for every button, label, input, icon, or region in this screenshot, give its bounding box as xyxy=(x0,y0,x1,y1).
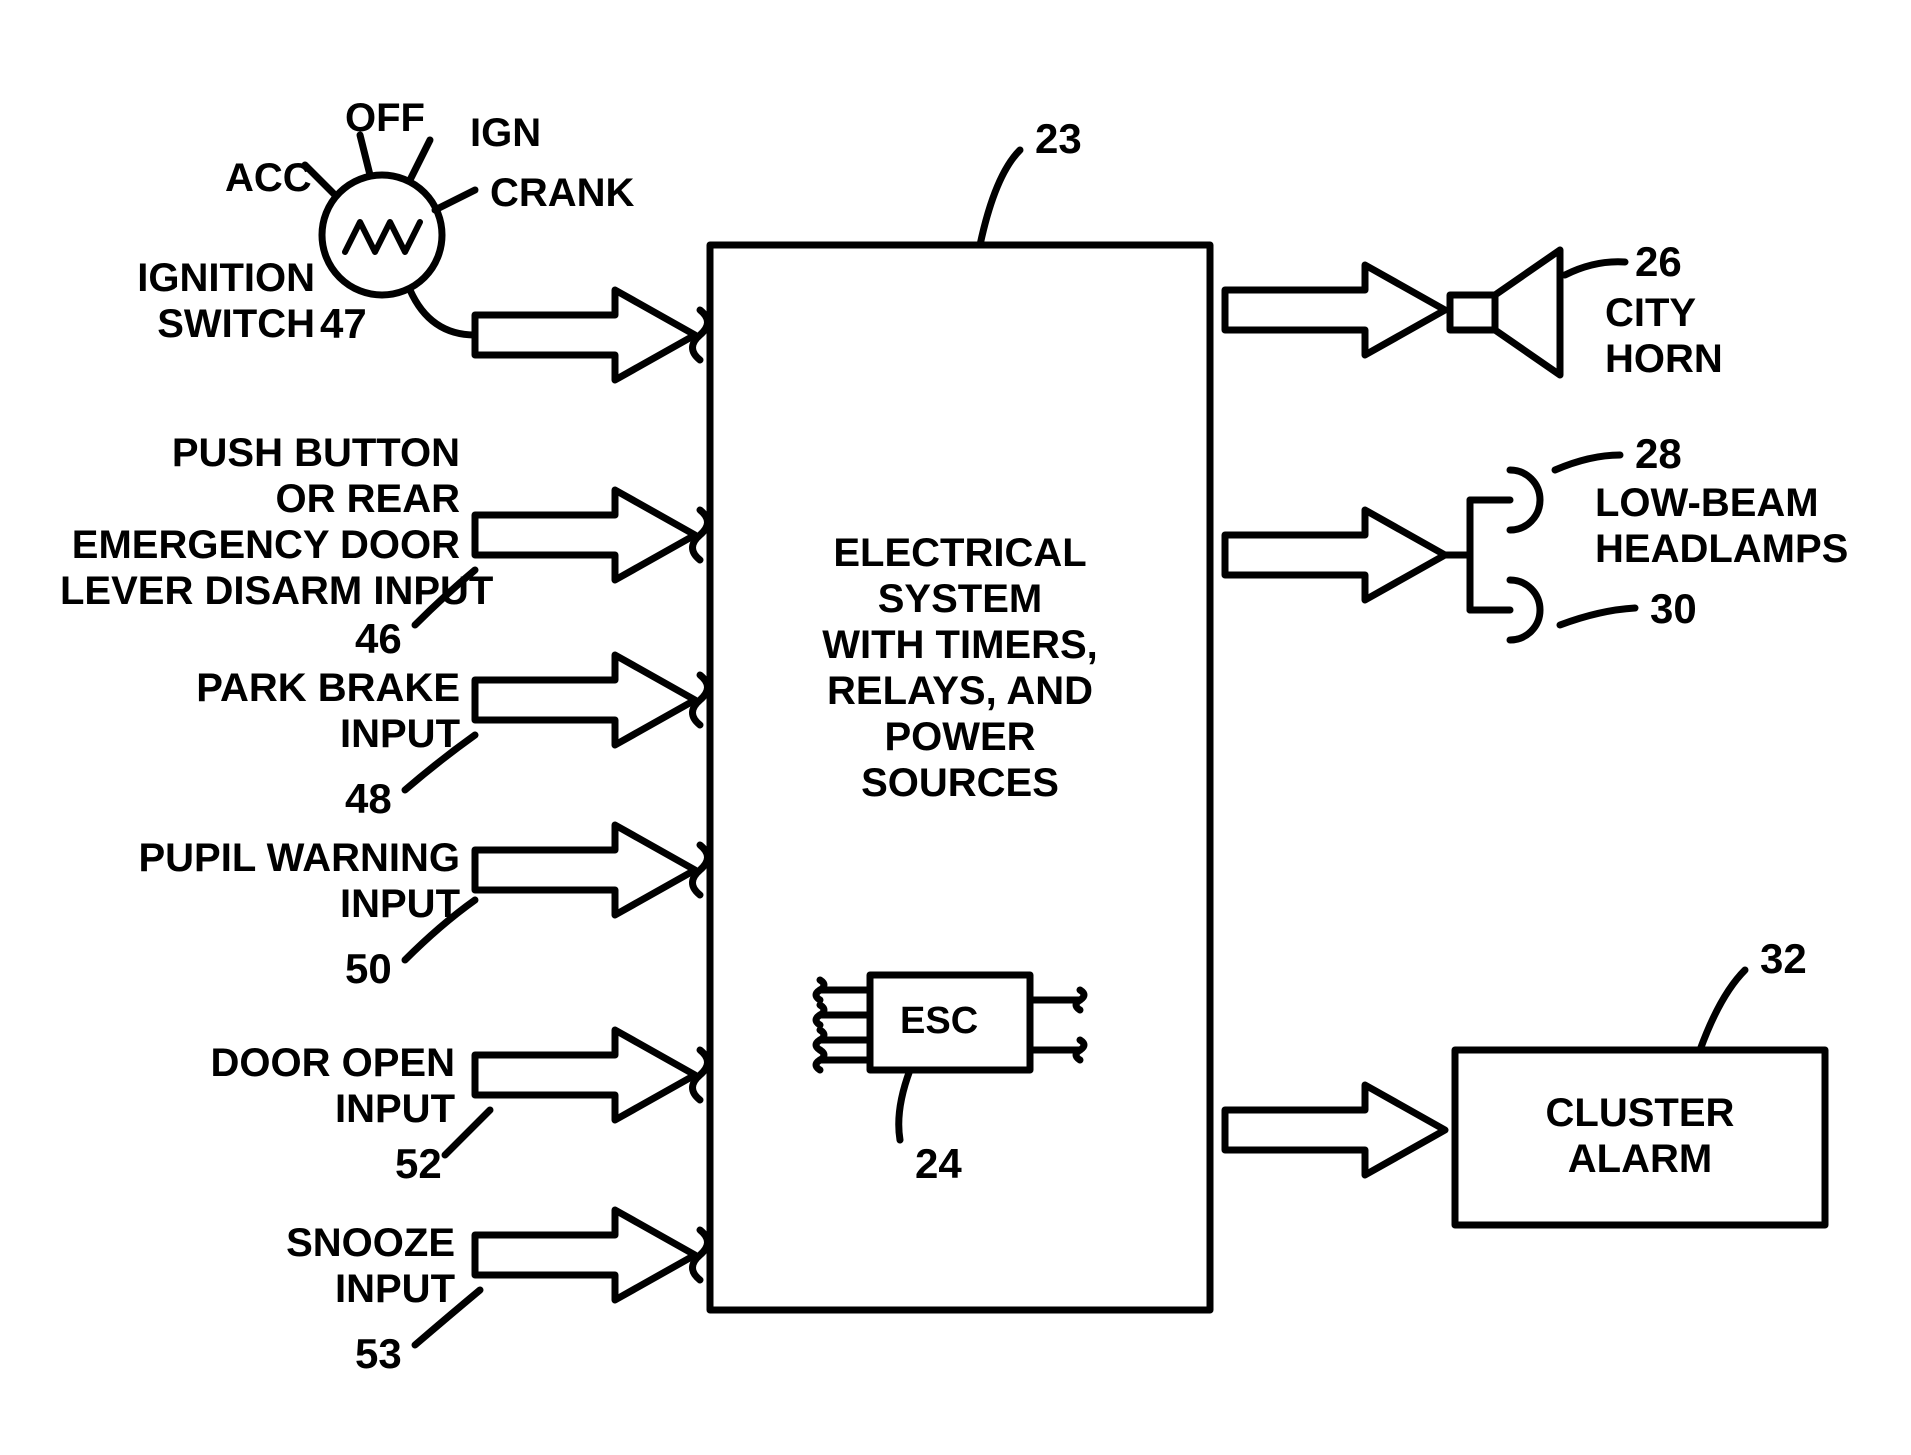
leader-26 xyxy=(1565,262,1625,275)
num-30: 30 xyxy=(1650,585,1697,633)
num-28: 28 xyxy=(1635,430,1682,478)
leader-28 xyxy=(1555,455,1620,470)
num-52: 52 xyxy=(395,1140,442,1188)
leader-23 xyxy=(980,150,1020,245)
city-horn-icon xyxy=(1450,250,1560,375)
main-box-label: ELECTRICAL SYSTEM WITH TIMERS, RELAYS, A… xyxy=(810,530,1110,806)
door-open-label: DOOR OPEN INPUT xyxy=(175,1040,455,1132)
esc-pins-left xyxy=(816,980,870,1070)
leader-24 xyxy=(899,1070,910,1140)
num-50: 50 xyxy=(345,945,392,993)
leader-30 xyxy=(1560,608,1635,625)
arrow-pupil-warning xyxy=(475,825,708,915)
diagram-canvas: ACC OFF IGN CRANK IGNITION SWITCH 47 PUS… xyxy=(0,0,1911,1455)
arrow-door-open xyxy=(475,1030,708,1120)
num-32: 32 xyxy=(1760,935,1807,983)
arrow-cluster-alarm xyxy=(1225,1085,1445,1175)
arrow-park-brake xyxy=(475,655,708,745)
pupil-warning-label: PUPIL WARNING INPUT xyxy=(115,835,460,927)
lamp-top-icon xyxy=(1510,470,1540,530)
num-53: 53 xyxy=(355,1330,402,1378)
acc-label: ACC xyxy=(225,155,312,201)
tick-crank xyxy=(435,190,475,210)
tick-off xyxy=(360,135,370,175)
city-horn-label: CITY HORN xyxy=(1605,290,1723,382)
ignition-switch-label: IGNITION SWITCH xyxy=(120,255,315,347)
num-48: 48 xyxy=(345,775,392,823)
cluster-alarm-label: CLUSTER ALARM xyxy=(1525,1090,1755,1182)
lamp-bot-icon xyxy=(1510,580,1540,640)
arrow-headlamps xyxy=(1225,510,1445,600)
push-button-label: PUSH BUTTON OR REAR EMERGENCY DOOR LEVER… xyxy=(60,430,460,614)
tick-ign xyxy=(410,140,430,180)
esc-pins-right xyxy=(1030,990,1084,1060)
arrow-ignition xyxy=(475,290,708,380)
num-23: 23 xyxy=(1035,115,1082,163)
num-26: 26 xyxy=(1635,238,1682,286)
off-label: OFF xyxy=(345,95,425,141)
arrow-push-button xyxy=(475,490,708,580)
crank-label: CRANK xyxy=(490,170,634,216)
esc-label: ESC xyxy=(900,1000,978,1044)
headlamps-label: LOW-BEAM HEADLAMPS xyxy=(1595,480,1848,572)
num-24: 24 xyxy=(915,1140,962,1188)
num-47: 47 xyxy=(320,300,367,348)
arrow-snooze xyxy=(475,1210,708,1300)
arrow-city-horn xyxy=(1225,265,1445,355)
snooze-label: SNOOZE INPUT xyxy=(225,1220,455,1312)
leader-32 xyxy=(1700,970,1745,1050)
park-brake-label: PARK BRAKE INPUT xyxy=(160,665,460,757)
ignition-zigzag xyxy=(345,222,420,252)
num-46: 46 xyxy=(355,615,402,663)
ign-label: IGN xyxy=(470,110,541,156)
ignition-lead xyxy=(410,290,475,335)
